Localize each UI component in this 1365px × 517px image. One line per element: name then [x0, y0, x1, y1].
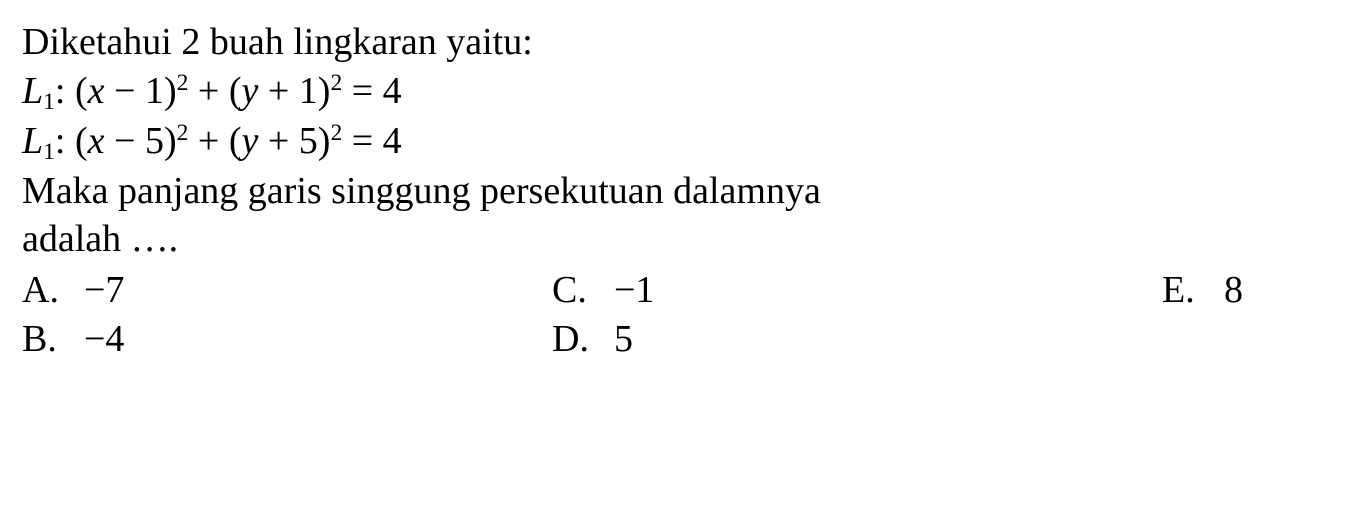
eq2-label-var: L	[22, 120, 43, 162]
eq1-xop: − 1)	[105, 70, 177, 112]
option-D-value: 5	[614, 315, 633, 364]
eq1-prefix: : (	[55, 70, 88, 112]
eq2-yexp: 2	[330, 120, 342, 146]
question-block: Diketahui 2 buah lingkaran yaitu: L1: (x…	[0, 0, 1365, 381]
option-D-label: D.	[552, 315, 614, 364]
eq1-yop: + 1)	[258, 70, 330, 112]
option-D[interactable]: D. 5	[552, 315, 1162, 364]
option-A[interactable]: A. −7	[22, 266, 552, 315]
option-B[interactable]: B. −4	[22, 315, 552, 364]
option-E[interactable]: E. 8	[1162, 266, 1243, 315]
eq2-yvar: y	[241, 120, 258, 162]
eq2-yop: + 5)	[258, 120, 330, 162]
eq1-yexp: 2	[330, 70, 342, 96]
eq1-xvar: x	[88, 70, 105, 112]
options-row-2: B. −4 D. 5	[22, 315, 1343, 364]
eq1-label-var: L	[22, 70, 43, 112]
option-E-value: 8	[1224, 266, 1243, 315]
eq1-label-sub: 1	[43, 89, 55, 115]
options-block: A. −7 C. −1 E. 8 B. −4 D. 5	[22, 266, 1343, 363]
option-C-label: C.	[552, 266, 614, 315]
option-A-label: A.	[22, 266, 84, 315]
eq1-rhs: = 4	[342, 70, 401, 112]
option-C-value: −1	[614, 266, 654, 315]
option-A-value: −7	[84, 266, 124, 315]
option-B-label: B.	[22, 315, 84, 364]
option-B-value: −4	[84, 315, 124, 364]
equation-L1: L1: (x − 1)2 + (y + 1)2 = 4	[22, 67, 1343, 117]
intro-text: Diketahui 2 buah lingkaran yaitu:	[22, 18, 1343, 67]
equation-L2: L1: (x − 5)2 + (y + 5)2 = 4	[22, 117, 1343, 167]
eq1-yvar: y	[241, 70, 258, 112]
eq2-xvar: x	[88, 120, 105, 162]
eq2-xop: − 5)	[105, 120, 177, 162]
eq2-label-sub: 1	[43, 139, 55, 165]
eq2-xexp: 2	[177, 120, 189, 146]
option-C[interactable]: C. −1	[552, 266, 1162, 315]
eq2-mid: + (	[188, 120, 241, 162]
eq1-xexp: 2	[177, 70, 189, 96]
option-E-label: E.	[1162, 266, 1224, 315]
question-line-1: Maka panjang garis singgung persekutuan …	[22, 167, 1343, 216]
eq1-mid: + (	[188, 70, 241, 112]
eq2-rhs: = 4	[342, 120, 401, 162]
options-row-1: A. −7 C. −1 E. 8	[22, 266, 1343, 315]
question-line-2: adalah ….	[22, 215, 1343, 264]
eq2-prefix: : (	[55, 120, 88, 162]
